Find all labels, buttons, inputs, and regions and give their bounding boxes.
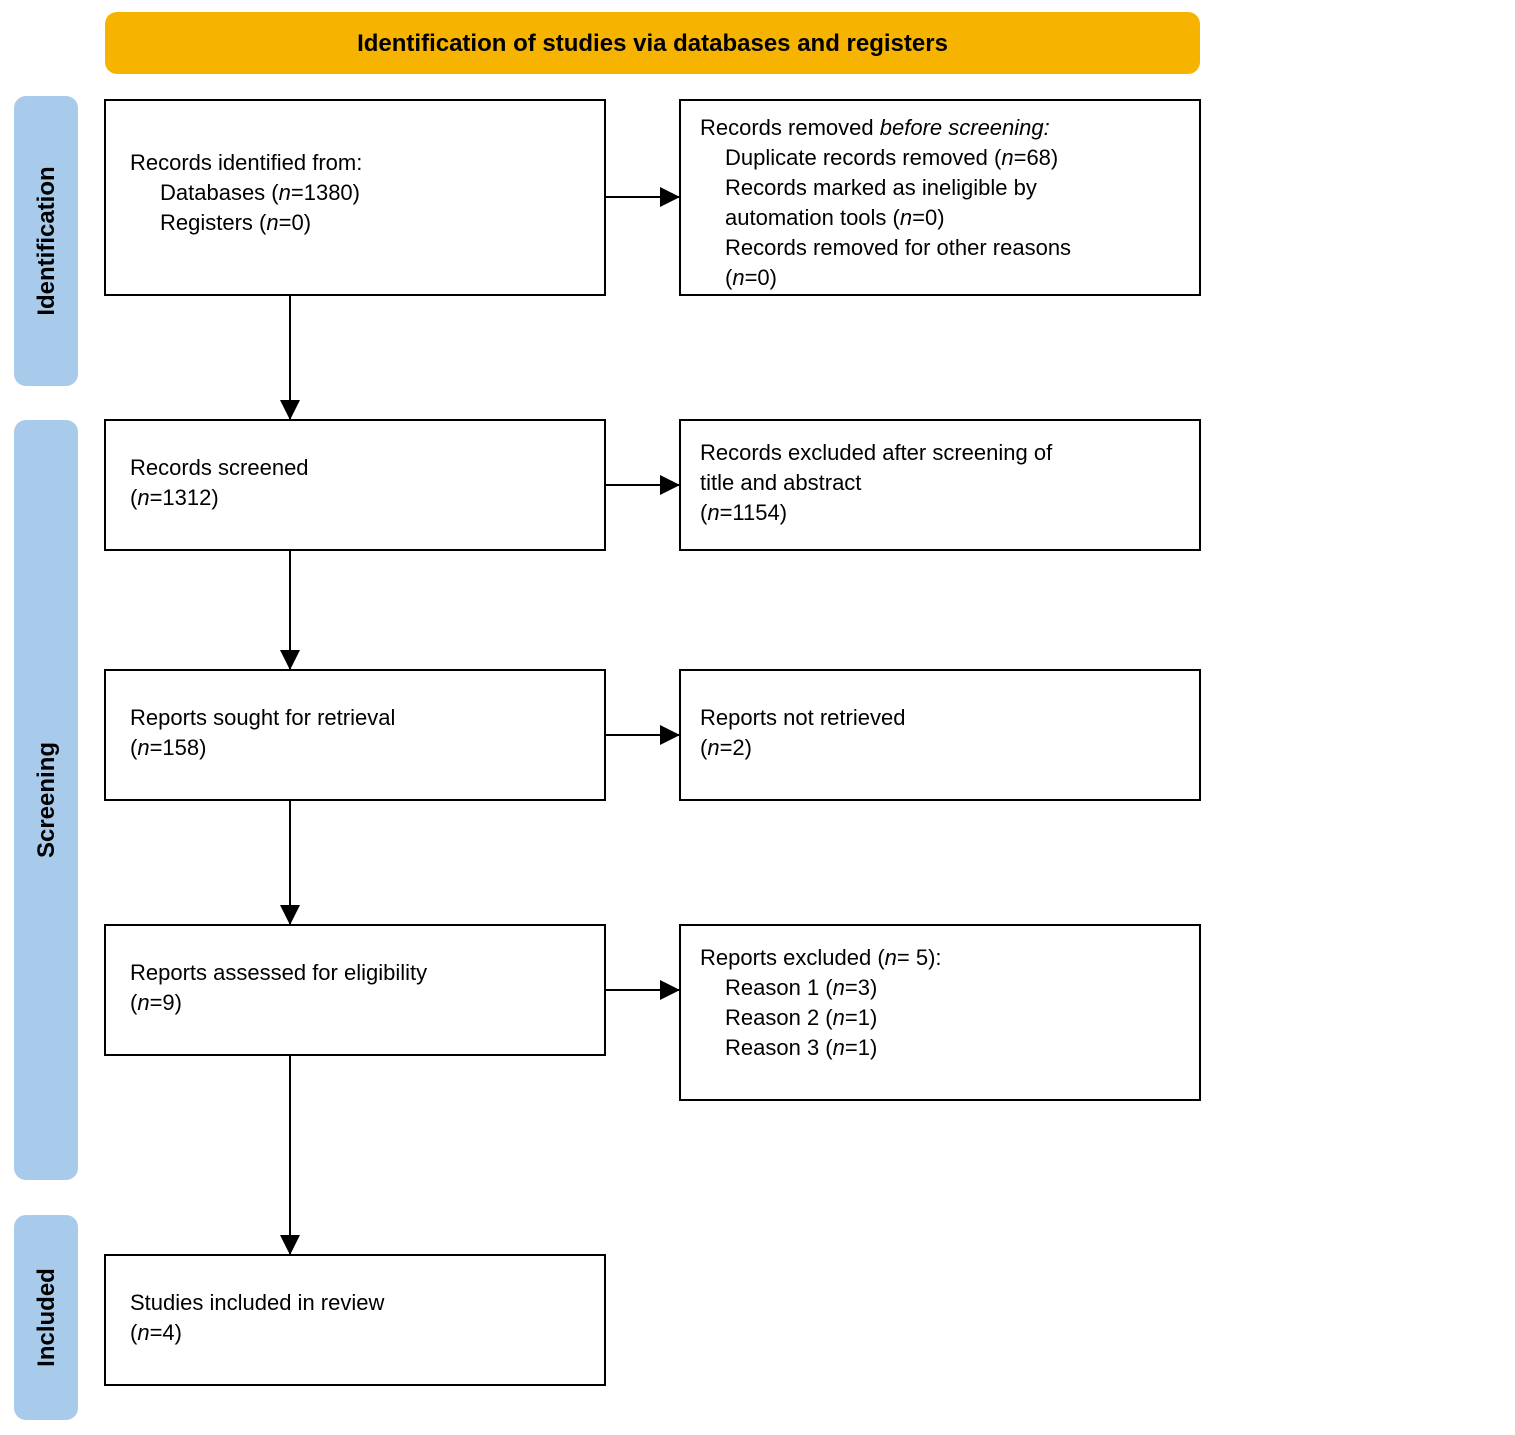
box-records-removed-line-1: Duplicate records removed (n=68) [725, 145, 1058, 170]
stage-label-screening: Screening [33, 742, 60, 858]
box-records-removed-line-0: Records removed before screening: [700, 115, 1050, 140]
box-records-screened-line-0: Records screened [130, 455, 309, 480]
box-records-excluded-line-2: (n=1154) [700, 500, 787, 525]
box-reports-sought-line-1: (n=158) [130, 735, 206, 760]
box-reports-sought-line-0: Reports sought for retrieval [130, 705, 395, 730]
prisma-flowchart: Identification of studies via databases … [0, 0, 1515, 1435]
stage-label-identification: Identification [33, 166, 60, 315]
box-records-excluded-line-0: Records excluded after screening of [700, 440, 1053, 465]
box-records-removed-line-5: (n=0) [725, 265, 777, 290]
box-records-excluded-line-1: title and abstract [700, 470, 861, 495]
box-studies-included-line-0: Studies included in review [130, 1290, 384, 1315]
box-records-identified-line-1: Databases (n=1380) [160, 180, 360, 205]
stage-label-included: Included [33, 1268, 60, 1367]
box-reports-excluded-line-2: Reason 2 (n=1) [725, 1005, 877, 1030]
header-title: Identification of studies via databases … [357, 30, 948, 57]
box-records-screened-line-1: (n=1312) [130, 485, 219, 510]
box-records-removed-line-4: Records removed for other reasons [725, 235, 1071, 260]
box-records-identified-line-0: Records identified from: [130, 150, 362, 175]
box-reports-not-retrieved [680, 670, 1200, 800]
box-records-identified-line-2: Registers (n=0) [160, 210, 311, 235]
box-records-removed-line-2: Records marked as ineligible by [725, 175, 1037, 200]
box-reports-excluded-line-0: Reports excluded (n= 5): [700, 945, 942, 970]
box-reports-excluded-line-3: Reason 3 (n=1) [725, 1035, 877, 1060]
box-reports-not-retrieved-line-1: (n=2) [700, 735, 752, 760]
box-reports-excluded-line-1: Reason 1 (n=3) [725, 975, 877, 1000]
box-reports-assessed-line-1: (n=9) [130, 990, 182, 1015]
box-studies-included-line-1: (n=4) [130, 1320, 182, 1345]
box-reports-assessed-line-0: Reports assessed for eligibility [130, 960, 427, 985]
box-records-removed-line-3: automation tools (n=0) [725, 205, 945, 230]
box-reports-not-retrieved-line-0: Reports not retrieved [700, 705, 905, 730]
